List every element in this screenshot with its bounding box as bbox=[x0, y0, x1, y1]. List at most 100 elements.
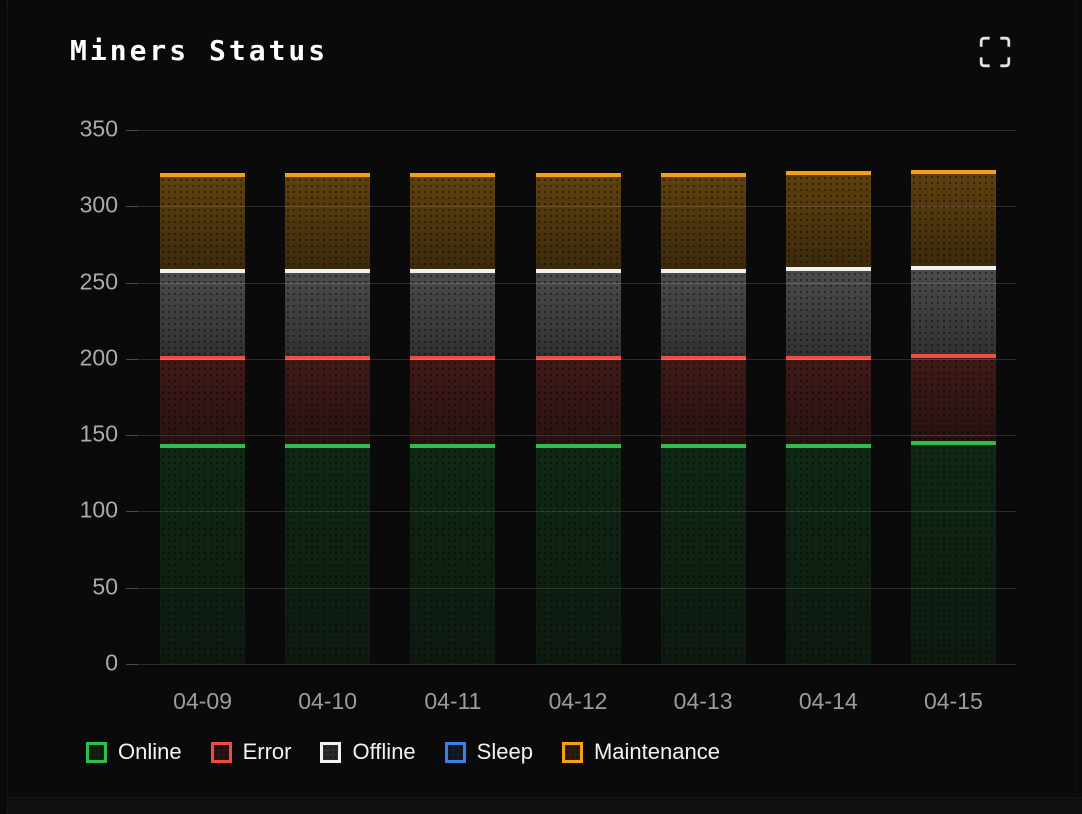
bar-segment-maintenance-04-14[interactable] bbox=[785, 171, 871, 268]
bar-segment-maintenance-04-13[interactable] bbox=[660, 172, 746, 269]
x-axis-label: 04-12 bbox=[548, 688, 608, 714]
bar-segment-error-04-09[interactable] bbox=[160, 355, 246, 445]
chart-legend: Online Error Offline Sleep Maintenance bbox=[86, 739, 720, 765]
bar-segment-offline-04-12[interactable] bbox=[535, 268, 621, 356]
bar-segment-online-04-13[interactable] bbox=[660, 444, 746, 664]
legend-item-offline[interactable]: Offline bbox=[320, 739, 416, 765]
bar-segment-error-04-14[interactable] bbox=[785, 355, 871, 445]
legend-item-error[interactable]: Error bbox=[210, 739, 292, 765]
segment-fill bbox=[285, 359, 371, 445]
y-axis-tick bbox=[126, 435, 138, 437]
legend-item-online[interactable]: Online bbox=[86, 739, 182, 765]
segment-value-line bbox=[285, 444, 371, 449]
bar-segment-maintenance-04-09[interactable] bbox=[160, 172, 246, 269]
panel-right-border bbox=[1075, 0, 1076, 814]
legend-label: Online bbox=[118, 739, 182, 764]
bar-segment-maintenance-04-10[interactable] bbox=[285, 172, 371, 269]
bar-segment-online-04-15[interactable] bbox=[910, 441, 996, 664]
fullscreen-button[interactable] bbox=[977, 35, 1013, 71]
gridline bbox=[138, 130, 1016, 131]
y-axis-label: 50 bbox=[92, 573, 118, 600]
bar-segment-online-04-12[interactable] bbox=[535, 444, 621, 664]
y-axis-tick bbox=[126, 358, 138, 360]
maintenance-swatch-icon bbox=[561, 741, 583, 763]
y-axis-tick bbox=[126, 130, 138, 131]
legend-label: Error bbox=[242, 739, 292, 764]
y-axis-label: 100 bbox=[79, 496, 118, 523]
bar-segment-offline-04-10[interactable] bbox=[285, 268, 371, 356]
segment-value-line bbox=[910, 441, 996, 446]
sleep-swatch-icon bbox=[444, 741, 466, 763]
segment-value-line bbox=[535, 268, 621, 273]
bar-segment-maintenance-04-12[interactable] bbox=[535, 172, 621, 269]
segment-value-line bbox=[785, 444, 871, 449]
bar-segment-error-04-12[interactable] bbox=[535, 355, 621, 445]
segment-fill bbox=[160, 176, 246, 269]
y-axis-tick bbox=[126, 206, 138, 208]
bar-segment-online-04-10[interactable] bbox=[285, 444, 371, 664]
segment-value-line bbox=[785, 355, 871, 360]
segment-value-line bbox=[285, 172, 371, 177]
y-axis-tick bbox=[126, 511, 138, 513]
segment-value-line bbox=[410, 268, 496, 273]
bar-segment-offline-04-15[interactable] bbox=[910, 265, 996, 355]
segment-fill bbox=[160, 448, 246, 664]
bar-segment-error-04-15[interactable] bbox=[910, 354, 996, 442]
segment-value-line bbox=[285, 268, 371, 273]
offline-swatch-icon bbox=[320, 741, 342, 763]
legend-label: Offline bbox=[352, 739, 416, 764]
bar-segment-online-04-11[interactable] bbox=[410, 444, 496, 664]
segment-value-line bbox=[910, 169, 996, 174]
fullscreen-icon bbox=[979, 36, 1011, 68]
x-axis-label: 04-15 bbox=[923, 688, 983, 714]
segment-value-line bbox=[160, 355, 246, 360]
segment-value-line bbox=[785, 171, 871, 176]
segment-value-line bbox=[535, 355, 621, 360]
segment-value-line bbox=[535, 444, 621, 449]
legend-item-maintenance[interactable]: Maintenance bbox=[561, 739, 720, 765]
segment-value-line bbox=[160, 444, 246, 449]
segment-value-line bbox=[410, 444, 496, 449]
bar-segment-error-04-10[interactable] bbox=[285, 355, 371, 445]
segment-fill bbox=[410, 359, 496, 445]
y-axis-label: 250 bbox=[79, 268, 118, 295]
segment-fill bbox=[785, 448, 871, 664]
bar-segment-error-04-11[interactable] bbox=[410, 355, 496, 445]
x-axis-label: 04-11 bbox=[424, 688, 482, 714]
segment-fill bbox=[535, 359, 621, 445]
bar-segment-maintenance-04-15[interactable] bbox=[910, 169, 996, 266]
segment-fill bbox=[160, 272, 246, 356]
segment-value-line bbox=[410, 355, 496, 360]
segment-value-line bbox=[660, 172, 746, 177]
segment-fill bbox=[160, 359, 246, 445]
segment-value-line bbox=[410, 172, 496, 177]
y-axis-tick bbox=[126, 282, 138, 284]
y-axis-tick bbox=[126, 664, 138, 665]
bar-segment-error-04-13[interactable] bbox=[660, 355, 746, 445]
legend-item-sleep[interactable]: Sleep bbox=[444, 739, 533, 765]
page-title: Miners Status bbox=[70, 34, 329, 67]
segment-fill bbox=[535, 176, 621, 269]
bar-segment-offline-04-14[interactable] bbox=[785, 267, 871, 356]
segment-fill bbox=[910, 173, 996, 266]
segment-value-line bbox=[535, 172, 621, 177]
online-swatch-icon bbox=[86, 741, 107, 763]
panel-left-border bbox=[7, 0, 8, 814]
segment-fill bbox=[410, 272, 496, 356]
bar-segment-offline-04-09[interactable] bbox=[160, 268, 246, 356]
y-axis-label: 0 bbox=[105, 649, 118, 676]
bar-segment-maintenance-04-11[interactable] bbox=[410, 172, 496, 269]
segment-fill bbox=[785, 359, 871, 445]
bar-segment-online-04-09[interactable] bbox=[160, 444, 246, 664]
segment-value-line bbox=[660, 444, 746, 449]
y-axis-label: 300 bbox=[79, 191, 118, 218]
segment-fill bbox=[660, 176, 746, 269]
segment-value-line bbox=[160, 268, 246, 273]
bar-segment-offline-04-11[interactable] bbox=[410, 268, 496, 356]
segment-fill bbox=[410, 176, 496, 269]
segment-fill bbox=[785, 271, 871, 356]
bar-segment-online-04-14[interactable] bbox=[785, 444, 871, 664]
y-axis-label: 150 bbox=[79, 420, 118, 447]
bar-segment-offline-04-13[interactable] bbox=[660, 268, 746, 356]
legend-label: Maintenance bbox=[593, 739, 720, 764]
